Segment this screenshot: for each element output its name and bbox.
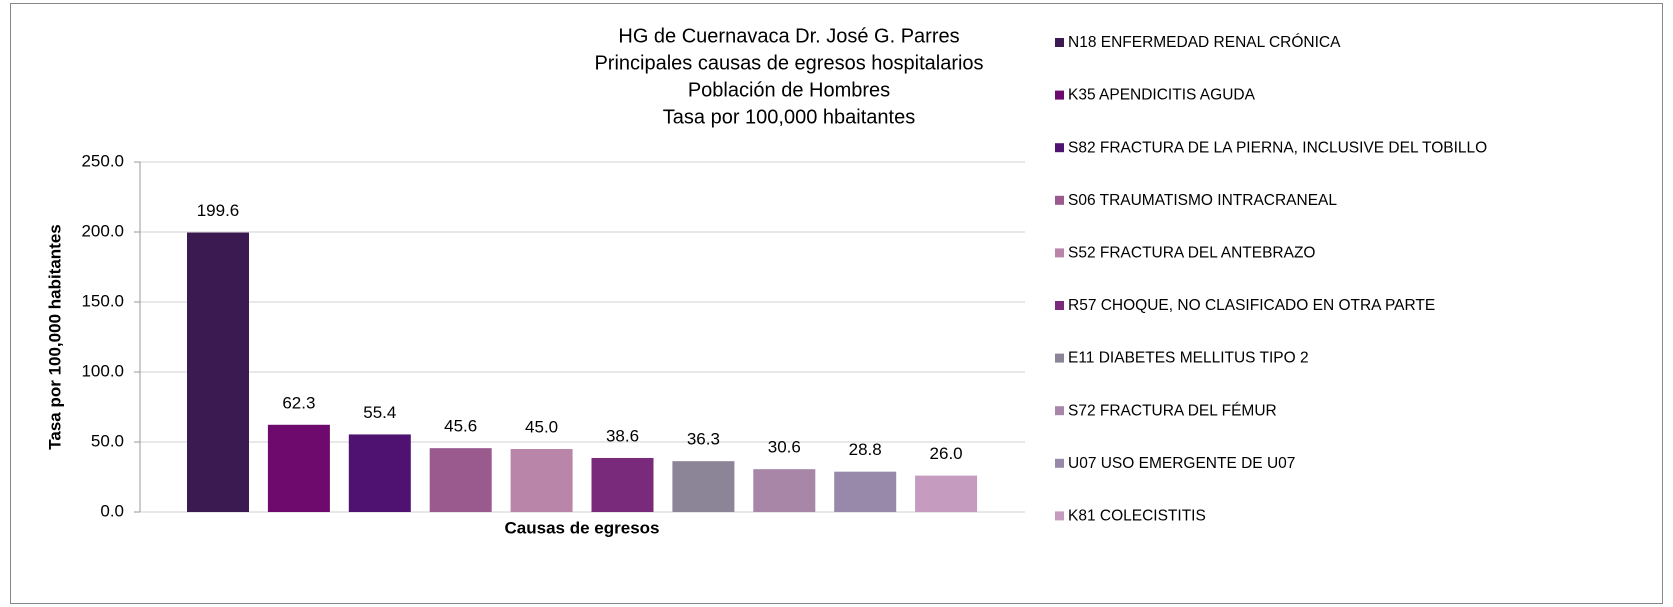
- bar: [591, 457, 654, 512]
- legend-swatch: [1055, 248, 1064, 258]
- bar: [429, 448, 492, 512]
- bar: [510, 449, 573, 512]
- data-label: 55.4: [363, 403, 396, 422]
- y-axis-label: Tasa por 100,000 habitantes: [45, 224, 64, 450]
- bar: [753, 469, 816, 512]
- chart-title: Población de Hombres: [688, 79, 890, 101]
- data-label: 38.6: [606, 426, 639, 445]
- legend-swatch: [1055, 458, 1064, 468]
- legend-swatch: [1055, 195, 1064, 205]
- bar: [834, 471, 897, 512]
- data-label: 45.0: [525, 417, 558, 436]
- bar: [672, 461, 735, 512]
- legend-label: K81 COLECISTITIS: [1068, 507, 1206, 524]
- y-tick-label: 100.0: [81, 361, 124, 380]
- data-label: 45.6: [444, 417, 477, 436]
- legend-swatch: [1055, 511, 1064, 521]
- legend-swatch: [1055, 406, 1064, 416]
- legend-label: U07 USO EMERGENTE DE U07: [1068, 455, 1295, 472]
- y-tick-label: 0.0: [100, 501, 124, 520]
- legend-label: S06 TRAUMATISMO INTRACRANEAL: [1068, 192, 1337, 209]
- data-label: 28.8: [849, 440, 882, 459]
- x-axis-label: Causas de egresos: [505, 518, 660, 537]
- legend-label: S52 FRACTURA DEL ANTEBRAZO: [1068, 244, 1316, 261]
- legend-label: E11 DIABETES MELLITUS TIPO 2: [1068, 350, 1309, 367]
- legend-label: N18 ENFERMEDAD RENAL CRÓNICA: [1068, 34, 1341, 51]
- bar: [267, 424, 330, 512]
- legend-swatch: [1055, 353, 1064, 363]
- legend-swatch: [1055, 38, 1064, 47]
- y-tick-label: 50.0: [91, 431, 124, 450]
- legend-label: S72 FRACTURA DEL FÉMUR: [1068, 402, 1277, 419]
- legend-label: S82 FRACTURA DE LA PIERNA, INCLUSIVE DEL…: [1068, 139, 1487, 156]
- chart-title: Principales causas de egresos hospitalar…: [594, 52, 983, 74]
- data-label: 199.6: [197, 201, 240, 220]
- legend-label: R57 CHOQUE, NO CLASIFICADO EN OTRA PARTE: [1068, 297, 1435, 314]
- bar: [187, 232, 249, 512]
- legend-swatch: [1055, 90, 1064, 100]
- y-tick-label: 250.0: [81, 151, 124, 170]
- legend-swatch: [1055, 301, 1064, 310]
- data-label: 26.0: [930, 444, 963, 463]
- chart-title: HG de Cuernavaca Dr. José G. Parres: [618, 25, 959, 47]
- data-label: 62.3: [282, 393, 315, 412]
- legend-label: K35 APENDICITIS AGUDA: [1068, 87, 1256, 104]
- y-tick-label: 200.0: [81, 221, 124, 240]
- bar: [915, 475, 978, 512]
- bar: [348, 434, 411, 512]
- data-label: 36.3: [687, 430, 720, 449]
- data-label: 30.6: [768, 438, 801, 457]
- legend-swatch: [1055, 143, 1064, 153]
- chart-title: Tasa por 100,000 hbaitantes: [663, 106, 915, 128]
- y-tick-label: 150.0: [81, 291, 124, 310]
